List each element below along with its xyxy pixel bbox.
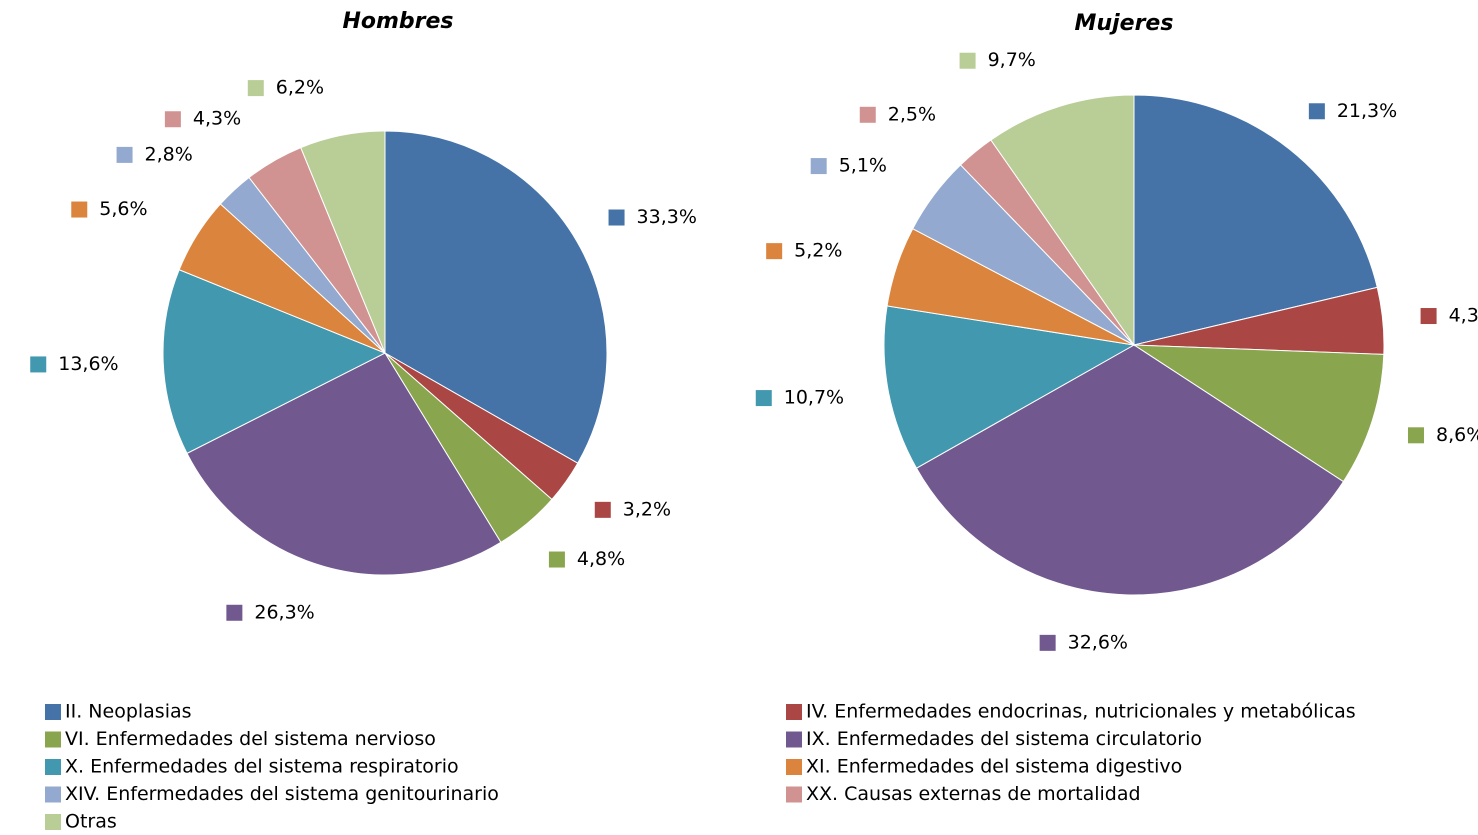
label-marker (30, 356, 47, 373)
pie-slice (915, 344, 1345, 596)
legend-marker (45, 814, 61, 830)
data-label: 33,3% (637, 206, 697, 228)
legend-marker (45, 786, 61, 803)
data-label: 32,6% (1068, 631, 1128, 653)
pie-slice (1132, 344, 1385, 483)
label-marker (959, 52, 976, 69)
data-label: 26,3% (254, 601, 314, 623)
data-label: 2,8% (145, 143, 193, 165)
legend-label: XIV. Enfermedades del sistema genitourin… (65, 783, 499, 805)
label-marker (608, 209, 625, 226)
data-label: 3,2% (623, 498, 671, 520)
label-marker (164, 111, 181, 128)
label-marker (226, 604, 243, 621)
label-marker (859, 106, 876, 123)
legend-marker (786, 731, 802, 748)
data-label: 8,6% (1436, 424, 1478, 446)
data-label: 5,2% (794, 240, 842, 262)
label-marker (1407, 427, 1424, 444)
legend-marker (45, 704, 61, 720)
label-marker (810, 158, 827, 175)
legend-label: IV. Enfermedades endocrinas, nutricional… (806, 701, 1356, 723)
pie-slice (186, 352, 502, 576)
legend-marker (786, 759, 802, 775)
legend-label: VI. Enfermedades del sistema nervioso (65, 728, 436, 750)
label-marker (116, 146, 133, 163)
legend-marker (45, 731, 61, 748)
label-marker (1308, 103, 1325, 120)
legend-label: XI. Enfermedades del sistema digestivo (806, 756, 1182, 778)
pie-slice (883, 305, 1136, 469)
pie-slice (162, 269, 387, 455)
pie-slice (1133, 94, 1378, 346)
label-marker (548, 551, 565, 568)
legend-label: II. Neoplasias (65, 701, 192, 723)
data-label: 13,6% (58, 353, 118, 375)
data-label: 5,1% (839, 155, 887, 177)
data-label: 2,5% (888, 103, 936, 125)
chart-title: Hombres (342, 9, 453, 34)
legend-marker (45, 759, 61, 775)
legend-marker (786, 704, 802, 720)
data-label: 10,7% (784, 387, 844, 409)
label-marker (71, 201, 88, 218)
data-label: 4,8% (577, 548, 625, 570)
data-label: 5,6% (99, 198, 147, 220)
data-label: 4,3% (1449, 305, 1478, 327)
data-label: 21,3% (1337, 100, 1397, 122)
chart-title: Mujeres (1075, 11, 1174, 36)
pie-slice (300, 130, 386, 354)
pie-slice (990, 94, 1135, 347)
label-marker (755, 390, 772, 407)
label-marker (594, 501, 611, 518)
data-label: 9,7% (988, 49, 1036, 71)
data-label: 6,2% (276, 77, 324, 99)
data-label: 4,3% (193, 108, 241, 130)
label-marker (766, 243, 783, 260)
label-marker (1420, 308, 1437, 325)
legend-label: IX. Enfermedades del sistema circulatori… (806, 728, 1202, 750)
legend-marker (786, 786, 802, 803)
legend-label: XX. Causas externas de mortalidad (806, 783, 1141, 805)
legend-label: Otras (65, 811, 117, 833)
label-marker (1039, 634, 1056, 651)
pie-slice (384, 130, 608, 464)
label-marker (247, 80, 264, 97)
legend-label: X. Enfermedades del sistema respiratorio (65, 756, 459, 778)
